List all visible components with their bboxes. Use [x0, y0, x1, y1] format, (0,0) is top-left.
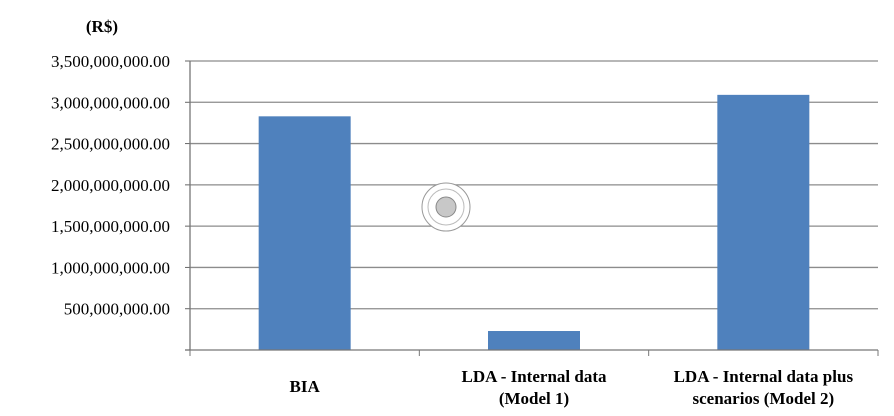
x-category-label: (Model 1)	[499, 389, 569, 408]
x-axis-category-labels: BIA LDA - Internal data (Model 1) LDA - Int…	[290, 367, 854, 408]
x-category-label: LDA - Internal data plus	[674, 367, 854, 386]
y-tick-label: 1,500,000,000.00	[51, 217, 170, 236]
y-axis-unit-label: (R$)	[86, 17, 118, 36]
y-tick-label: 3,000,000,000.00	[51, 93, 170, 112]
bar	[488, 331, 580, 350]
bars	[258, 94, 810, 351]
axes	[185, 60, 879, 356]
y-tick-label: 2,000,000,000.00	[51, 176, 170, 195]
y-tick-label: 500,000,000.00	[64, 300, 170, 319]
y-tick-label: 1,000,000,000.00	[51, 258, 170, 277]
bar	[258, 116, 351, 350]
x-category-label: scenarios (Model 2)	[693, 389, 835, 408]
x-category-label: LDA - Internal data	[462, 367, 607, 386]
x-category-label: BIA	[290, 377, 321, 396]
y-tick-label: 3,500,000,000.00	[51, 52, 170, 71]
y-tick-label: 2,500,000,000.00	[51, 135, 170, 154]
bar	[717, 94, 810, 351]
y-axis-tick-labels: 500,000,000.00 1,000,000,000.00 1,500,000,…	[51, 52, 170, 319]
cursor-indicator-icon	[421, 182, 471, 232]
